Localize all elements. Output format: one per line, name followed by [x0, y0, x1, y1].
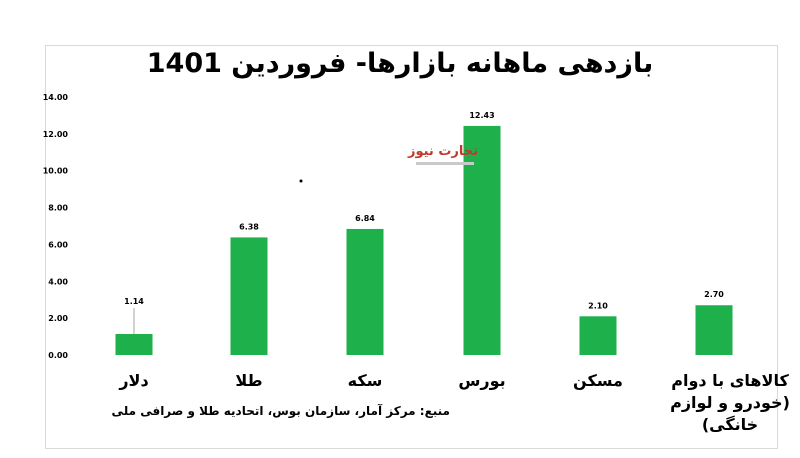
bar — [579, 316, 617, 355]
y-tick-label: 12.00 — [43, 130, 69, 139]
x-tick-label: بورس — [458, 371, 506, 390]
data-labels-group: 1.14 6.38 6.84 12.43 2.10 2.70 — [124, 111, 724, 310]
y-tick-label: 4.00 — [48, 277, 68, 286]
bar — [230, 237, 268, 355]
watermark-text: تجارت نیوز — [407, 144, 478, 159]
data-label: 2.10 — [588, 301, 608, 310]
stray-dot — [299, 179, 303, 183]
y-axis: 0.00 2.00 4.00 6.00 8.00 10.00 12.00 14.00 — [43, 93, 69, 360]
watermark-logo: تجارت نیوز — [408, 140, 478, 174]
x-tick-label: مسکن — [573, 371, 623, 390]
y-tick-label: 10.00 — [43, 167, 69, 176]
data-label: 6.84 — [355, 214, 375, 223]
y-tick-label: 2.00 — [48, 314, 68, 323]
bar — [346, 228, 384, 355]
watermark-underline — [416, 162, 474, 165]
data-label: 6.38 — [239, 222, 259, 231]
data-label: 1.14 — [124, 297, 144, 306]
source-note: منبع: مرکز آمار، سازمان بوس، اتحادیه طلا… — [111, 404, 450, 418]
bar — [695, 305, 733, 355]
data-label: 2.70 — [704, 290, 724, 299]
chart-title: بازدهی ماهانه بازارها- فروردین 1401 — [146, 48, 654, 79]
y-tick-label: 14.00 — [43, 93, 69, 102]
x-tick-label: دلار — [119, 371, 149, 390]
y-tick-label: 0.00 — [48, 351, 68, 360]
x-tick-label: کالاهای با دوام (خودرو و لوازم خانگی) — [670, 371, 790, 434]
chart-frame — [45, 45, 778, 449]
bars-group — [115, 125, 733, 355]
y-tick-label: 8.00 — [48, 204, 68, 213]
bar — [115, 333, 153, 355]
x-tick-label: طلا — [235, 371, 263, 390]
x-tick-label: سکه — [347, 371, 383, 390]
y-tick-label: 6.00 — [48, 240, 68, 249]
data-label: 12.43 — [469, 111, 494, 120]
